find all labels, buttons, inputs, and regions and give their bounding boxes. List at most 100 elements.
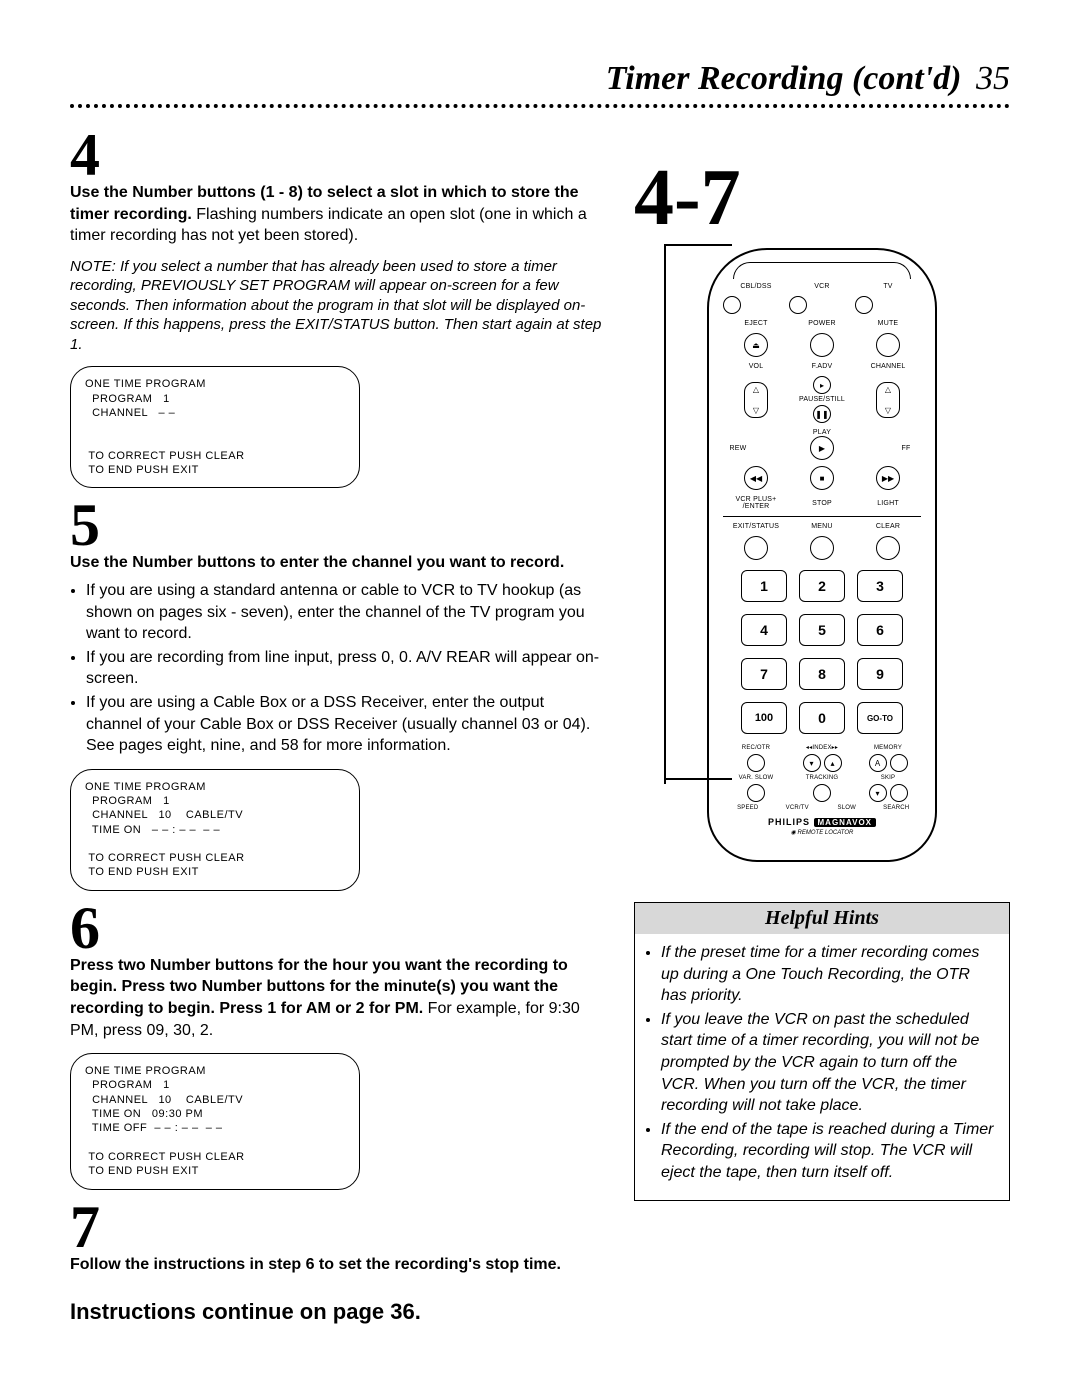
remote-label: LIGHT (855, 500, 921, 507)
number-key-9: 9 (857, 658, 903, 690)
list-item: If you are using a Cable Box or a DSS Re… (86, 692, 604, 757)
list-item: If the end of the tape is reached during… (661, 1119, 999, 1184)
step-range-label: 4-7 (634, 158, 1010, 238)
remote-button-vcr (789, 296, 807, 314)
number-key-8: 8 (799, 658, 845, 690)
brand-row: PHILIPS MAGNAVOX (723, 817, 921, 827)
channel-rocker: △▽ (876, 382, 900, 418)
continue-text: Instructions continue on page 36. (70, 1299, 604, 1325)
remote-label: SPEED (723, 805, 773, 811)
helpful-hints-title: Helpful Hints (635, 903, 1009, 934)
vcrtv-button (813, 784, 831, 802)
brand-magnavox: MAGNAVOX (814, 818, 877, 827)
page-number: 35 (976, 60, 1010, 97)
remote-label: VCR PLUS+ /ENTER (723, 496, 789, 510)
remote-label: FF (891, 445, 921, 452)
rec-button (747, 754, 765, 772)
step-number-7: 7 (70, 1200, 604, 1254)
remote-label: EXIT/STATUS (723, 523, 789, 530)
remote-label: PLAY (723, 429, 921, 436)
remote-label: SLOW (822, 805, 872, 811)
remote-button-tv (855, 296, 873, 314)
remote-label: VCR (789, 283, 855, 290)
volume-rocker: △▽ (744, 382, 768, 418)
remote-label: REW (723, 445, 753, 452)
remote-label: POWER (789, 320, 855, 327)
remote-label: VCR/TV (773, 805, 823, 811)
number-key-2: 2 (799, 570, 845, 602)
clear-button (876, 536, 900, 560)
memory-b-button (890, 754, 908, 772)
remote-label: TV (855, 283, 921, 290)
illustration-column: 4-7 CBL/DSS VCR TV (634, 118, 1010, 1325)
remote-locator-label: ◉ REMOTE LOCATOR (723, 829, 921, 836)
remote-label: ◂◂INDEX▸▸ (789, 744, 855, 751)
remote-label: SKIP (855, 775, 921, 781)
step-4-note: NOTE: If you select a number that has al… (70, 257, 604, 355)
page-header: Timer Recording (cont'd) 35 (70, 60, 1010, 108)
number-key-100: 100 (741, 702, 787, 734)
remote-label: MENU (789, 523, 855, 530)
memory-a-button: A (869, 754, 887, 772)
manual-page: Timer Recording (cont'd) 35 4 Use the Nu… (0, 0, 1080, 1385)
speed-button (747, 784, 765, 802)
step-5-body: Use the Number buttons to enter the chan… (70, 552, 604, 574)
number-key-5: 5 (799, 614, 845, 646)
eject-button: ⏏ (744, 333, 768, 357)
screen-display-4: ONE TIME PROGRAM PROGRAM 1 CHANNEL – – T… (70, 366, 360, 488)
step-7-body: Follow the instructions in step 6 to set… (70, 1254, 604, 1276)
step-number-5: 5 (70, 498, 604, 552)
remote-label: MEMORY (855, 745, 921, 751)
helpful-hints-box: Helpful Hints If the preset time for a t… (634, 902, 1010, 1201)
step-4-body: Use the Number buttons (1 - 8) to select… (70, 182, 604, 247)
step-5-bold: Use the Number buttons to enter the chan… (70, 554, 564, 571)
remote-label: STOP (789, 500, 855, 507)
fadv-button: ▸ (813, 376, 831, 394)
power-button (810, 333, 834, 357)
index-prev-button: ▾ (803, 754, 821, 772)
list-item: If the preset time for a timer recording… (661, 942, 999, 1007)
stop-button: ■ (810, 466, 834, 490)
remote-label: TRACKING (789, 775, 855, 781)
remote-label: REC/OTR (723, 745, 789, 751)
remote-label: F.ADV (789, 363, 855, 370)
page-title: Timer Recording (cont'd) (606, 60, 962, 97)
number-key-6: 6 (857, 614, 903, 646)
remote-button-cbldss (723, 296, 741, 314)
index-next-button: ▴ (824, 754, 842, 772)
rewind-button: ◀◀ (744, 466, 768, 490)
number-key-0: 0 (799, 702, 845, 734)
brand-philips: PHILIPS (768, 817, 810, 827)
menu-button (810, 536, 834, 560)
pause-button: ❚❚ (813, 405, 831, 423)
step-7-bold: Follow the instructions in step 6 to set… (70, 1256, 561, 1273)
ff-button: ▶▶ (876, 466, 900, 490)
step-number-6: 6 (70, 901, 604, 955)
exit-status-button (744, 536, 768, 560)
step-5-bullets: If you are using a standard antenna or c… (70, 580, 604, 757)
remote-label: CHANNEL (855, 363, 921, 370)
number-key-1: 1 (741, 570, 787, 602)
remote-label: CLEAR (855, 523, 921, 530)
list-item: If you are using a standard antenna or c… (86, 580, 604, 645)
number-key-3: 3 (857, 570, 903, 602)
remote-label: EJECT (723, 320, 789, 327)
remote-label: VOL (723, 363, 789, 370)
goto-key: GO-TO (857, 702, 903, 734)
number-key-4: 4 (741, 614, 787, 646)
screen-display-6: ONE TIME PROGRAM PROGRAM 1 CHANNEL 10 CA… (70, 1053, 360, 1189)
list-item: If you leave the VCR on past the schedul… (661, 1009, 999, 1117)
remote-label: CBL/DSS (723, 283, 789, 290)
search-button (890, 784, 908, 802)
mute-button (876, 333, 900, 357)
helpful-hints-list: If the preset time for a timer recording… (635, 942, 1009, 1192)
screen-display-5: ONE TIME PROGRAM PROGRAM 1 CHANNEL 10 CA… (70, 769, 360, 891)
remote-control-diagram: CBL/DSS VCR TV EJECT POWER MUTE (707, 248, 937, 862)
number-keypad: 1 2 3 4 5 6 7 8 9 100 0 GO-TO (741, 570, 903, 734)
list-item: If you are recording from line input, pr… (86, 647, 604, 690)
play-button: ▶ (810, 436, 834, 460)
remote-label: PAUSE/STILL (799, 396, 845, 403)
slow-button: ▾ (869, 784, 887, 802)
number-key-7: 7 (741, 658, 787, 690)
step-6-body: Press two Number buttons for the hour yo… (70, 955, 604, 1041)
